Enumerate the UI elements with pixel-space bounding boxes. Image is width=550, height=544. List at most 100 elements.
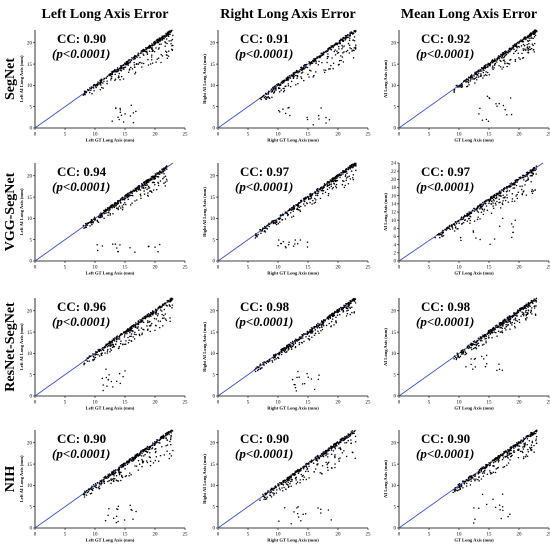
scatter-point bbox=[90, 89, 92, 92]
x-tick-label: 5 bbox=[428, 533, 431, 538]
scatter-point bbox=[487, 337, 490, 339]
scatter-point bbox=[100, 84, 102, 86]
x-tick-label: 25 bbox=[547, 266, 550, 271]
scatter-point bbox=[347, 183, 350, 185]
scatter-point bbox=[136, 327, 139, 329]
scatter-point bbox=[515, 43, 518, 45]
scatter-point bbox=[513, 325, 516, 328]
scatter-point bbox=[511, 184, 514, 186]
scatter-point bbox=[331, 312, 333, 315]
scatter-point bbox=[499, 59, 501, 62]
scatter-point bbox=[509, 455, 512, 458]
y-tick-label: 20 bbox=[391, 441, 397, 446]
scatter-point bbox=[166, 38, 168, 40]
scatter-point bbox=[534, 30, 537, 32]
x-tick-label: 15 bbox=[123, 401, 129, 406]
scatter-point bbox=[130, 508, 132, 511]
scatter-point bbox=[459, 85, 462, 88]
scatter-point bbox=[141, 317, 144, 320]
scatter-point bbox=[168, 40, 170, 42]
scatter-point bbox=[466, 479, 468, 482]
scatter-point bbox=[115, 339, 118, 341]
y-tick-label: 5 bbox=[213, 373, 216, 378]
scatter-point bbox=[518, 41, 520, 44]
scatter-point bbox=[522, 448, 525, 450]
scatter-point bbox=[93, 83, 96, 86]
scatter-point bbox=[498, 456, 501, 459]
scatter-point bbox=[346, 310, 348, 312]
scatter-point bbox=[529, 175, 532, 177]
x-tick-label: 10 bbox=[457, 533, 463, 538]
scatter-point bbox=[516, 444, 519, 447]
scatter-point bbox=[494, 325, 497, 327]
scatter-point bbox=[147, 195, 149, 197]
scatter-point bbox=[514, 317, 517, 319]
scatter-point bbox=[525, 194, 528, 196]
scatter-point bbox=[328, 447, 330, 449]
x-tick-label: 10 bbox=[457, 401, 463, 406]
scatter-point bbox=[315, 58, 317, 60]
scatter-point bbox=[472, 230, 475, 232]
scatter-point bbox=[273, 359, 276, 361]
scatter-point bbox=[313, 60, 315, 63]
scatter-point bbox=[458, 86, 460, 88]
scatter-point bbox=[155, 47, 157, 49]
scatter-point bbox=[128, 68, 131, 70]
scatter-point bbox=[278, 109, 280, 112]
scatter-point bbox=[269, 494, 272, 497]
scatter-point bbox=[161, 437, 164, 439]
scatter-point bbox=[509, 513, 511, 515]
scatter-point bbox=[311, 331, 314, 334]
scatter-point bbox=[530, 435, 532, 437]
y-axis-label: Left AI Long Axis (mm) bbox=[19, 455, 24, 502]
scatter-point bbox=[92, 359, 94, 362]
scatter-point bbox=[132, 330, 134, 333]
scatter-point bbox=[141, 452, 143, 455]
scatter-point bbox=[516, 45, 518, 47]
scatter-point bbox=[140, 320, 142, 323]
scatter-point bbox=[157, 175, 159, 178]
scatter-point bbox=[289, 477, 291, 479]
scatter-point bbox=[530, 35, 532, 37]
scatter-point bbox=[161, 445, 163, 448]
scatter-point bbox=[146, 451, 149, 453]
scatter-point bbox=[277, 482, 279, 485]
scatter-point bbox=[152, 314, 154, 316]
scatter-point bbox=[489, 65, 491, 67]
scatter-point bbox=[142, 186, 145, 189]
scatter-point bbox=[164, 169, 166, 171]
scatter-point bbox=[512, 187, 514, 189]
scatter-point bbox=[519, 176, 522, 178]
scatter-point bbox=[100, 352, 102, 355]
scatter-point bbox=[353, 164, 355, 167]
scatter-point bbox=[119, 111, 122, 114]
scatter-point bbox=[289, 208, 291, 210]
scatter-point bbox=[503, 56, 505, 59]
scatter-point bbox=[502, 189, 505, 191]
scatter-point bbox=[328, 315, 330, 317]
scatter-point bbox=[349, 302, 352, 305]
scatter-point bbox=[502, 217, 504, 220]
scatter-point bbox=[491, 327, 494, 330]
scatter-point bbox=[515, 312, 517, 315]
scatter-point bbox=[495, 468, 497, 470]
scatter-point bbox=[139, 451, 142, 454]
scatter-point bbox=[278, 520, 280, 522]
scatter-point bbox=[351, 432, 354, 435]
scatter-point bbox=[149, 330, 152, 333]
x-tick-label: 5 bbox=[64, 133, 67, 138]
scatter-point bbox=[509, 183, 511, 185]
scatter-point bbox=[345, 435, 348, 437]
scatter-point bbox=[509, 97, 512, 99]
scatter-point bbox=[491, 197, 494, 200]
scatter-point bbox=[121, 205, 123, 207]
scatter-point bbox=[521, 451, 524, 454]
scatter-point bbox=[323, 71, 326, 74]
scatter-point bbox=[302, 337, 304, 339]
scatter-point bbox=[475, 343, 477, 346]
y-tick-label: 15 bbox=[27, 463, 33, 468]
scatter-point bbox=[288, 343, 291, 346]
y-tick-label: 10 bbox=[210, 484, 216, 489]
scatter-point bbox=[168, 30, 170, 33]
